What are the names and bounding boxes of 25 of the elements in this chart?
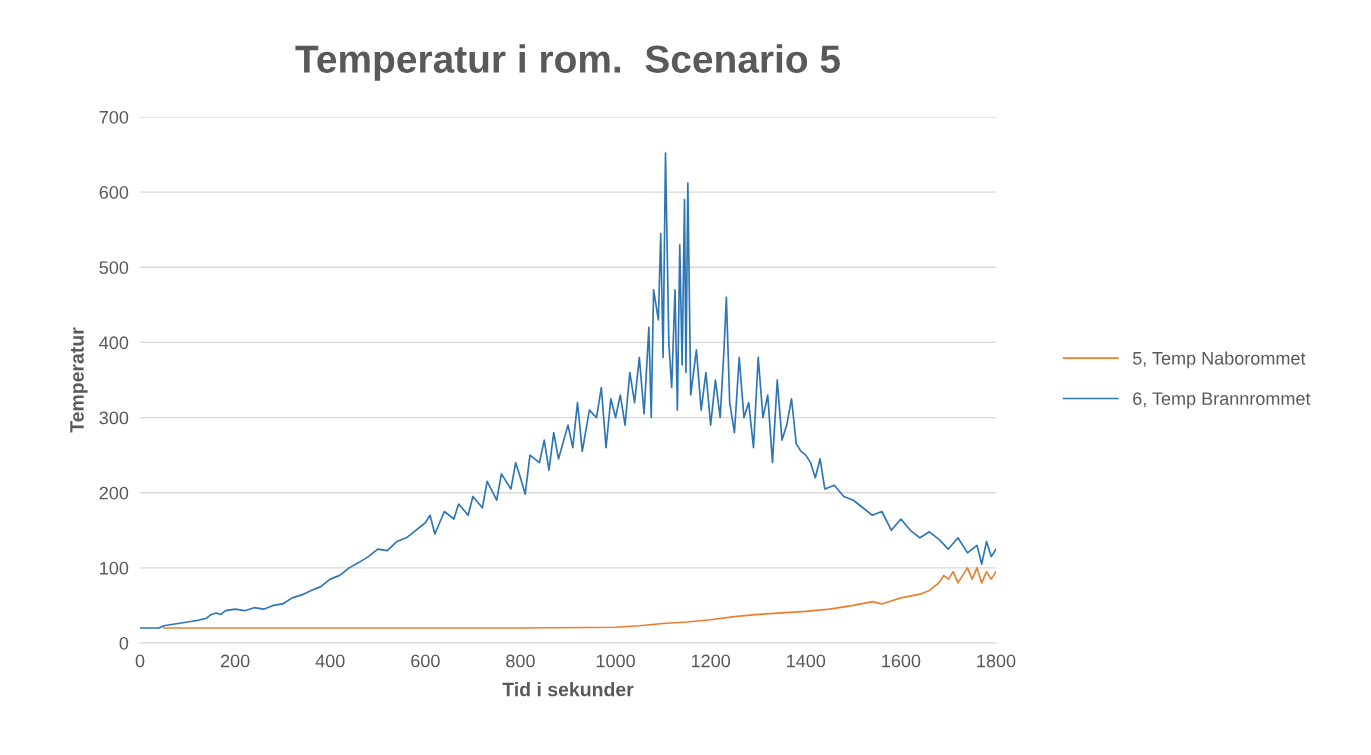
line-series — [140, 152, 996, 629]
line-series — [162, 567, 996, 629]
x-tick-label: 200 — [220, 654, 250, 668]
y-tick-label: 400 — [99, 336, 129, 350]
y-tick-label: 100 — [100, 561, 129, 575]
y-tick-label: 700 — [99, 110, 129, 124]
x-tick-label: 1800 — [977, 654, 1016, 668]
legend-label: 6, Temp Brannrommet — [1133, 392, 1311, 409]
y-tick-label: 500 — [99, 261, 129, 275]
y-tick-label: 200 — [99, 486, 129, 500]
x-tick-label: 1000 — [596, 654, 635, 668]
chart-title: Temperatur i rom. Scenario 5 — [295, 44, 840, 81]
x-tick-label: 1200 — [691, 654, 731, 668]
y-tick-label: 0 — [119, 636, 129, 650]
y-tick-label: 600 — [99, 186, 129, 199]
legend-label: 5, Temp Naborommet — [1132, 351, 1306, 369]
x-tick-label: 1400 — [787, 654, 826, 668]
x-axis-title: Tid i sekunder — [502, 682, 634, 697]
x-tick-label: 0 — [135, 654, 145, 668]
x-tick-label: 600 — [411, 654, 440, 668]
x-tick-label: 400 — [315, 654, 345, 668]
x-tick-label: 1600 — [882, 654, 921, 668]
y-axis-title: Temperatur — [70, 327, 88, 433]
y-tick-label: 300 — [99, 411, 129, 425]
x-tick-label: 800 — [506, 654, 535, 668]
